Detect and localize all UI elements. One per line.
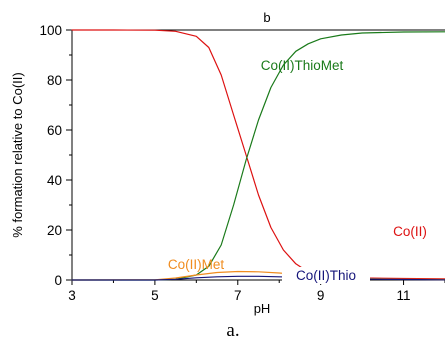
y-tick-label: 40 (47, 173, 62, 188)
x-tick-label: 5 (151, 288, 159, 303)
plot-area: 3 5 7 9 11 0 20 40 60 80 100 (39, 23, 445, 303)
y-tick-label: 60 (47, 123, 62, 138)
figure-caption: a. (226, 320, 239, 341)
series-label-co-ii-met: Co(II)Met (168, 257, 225, 272)
x-tick-label: 11 (397, 288, 411, 303)
series-label-co-ii-thio-backdrop (282, 267, 370, 284)
y-tick-label: 100 (39, 23, 62, 38)
series-lines (71, 29, 445, 281)
y-tick-label: 80 (47, 73, 62, 88)
panel-title: b (263, 10, 270, 25)
series-label-co-ii-thio: Co(II)Thio (296, 268, 356, 283)
series-label-co-ii-thiomet: Co(II)ThioMet (261, 58, 344, 73)
x-tick-label: 7 (234, 288, 242, 303)
series-line-co-ii (71, 29, 445, 280)
x-axis-label: pH (254, 301, 271, 316)
x-tick-label: 3 (68, 288, 76, 303)
x-tick-label: 9 (317, 288, 325, 303)
series-label-co-ii: Co(II) (393, 224, 427, 239)
y-tick-label: 0 (54, 273, 62, 288)
y-tick-label: 20 (47, 223, 62, 238)
series-line-co-ii-thiomet (71, 31, 445, 281)
y-axis-label: % formation relative to Co(II) (10, 72, 25, 237)
axis-ticks: 3 5 7 9 11 0 20 40 60 80 100 (39, 23, 445, 303)
